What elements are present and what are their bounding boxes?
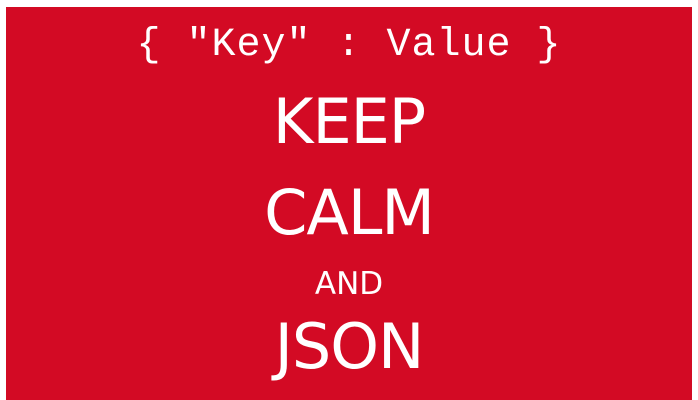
keep-calm-poster: { "Key" : Value } KEEP CALM AND JSON [6, 7, 692, 400]
json-text: JSON [274, 310, 425, 383]
keep-text: KEEP [272, 85, 426, 158]
json-key-value-text: { "Key" : Value } [136, 23, 562, 68]
calm-text: CALM [264, 176, 435, 249]
and-text: AND [314, 266, 384, 302]
